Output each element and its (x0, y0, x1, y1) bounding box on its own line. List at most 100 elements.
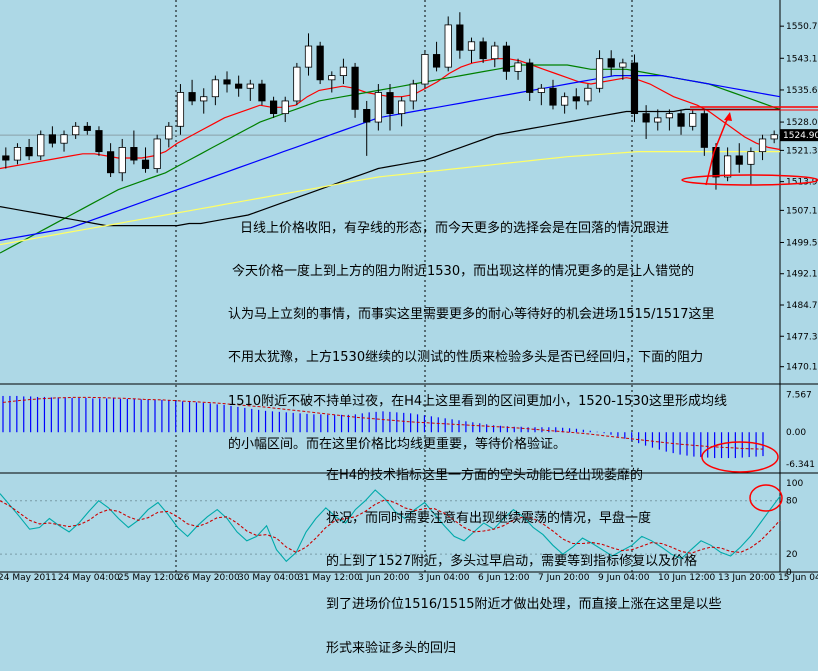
candle-body (467, 41, 476, 51)
price-panel (0, 0, 818, 573)
candle-body (398, 100, 406, 115)
candle-body (654, 117, 662, 123)
candle-body (258, 83, 266, 102)
candle-body (176, 92, 185, 127)
macd-signal-line (2, 396, 764, 450)
candle-body (456, 24, 464, 51)
candle-body (432, 54, 441, 68)
candle-body (630, 62, 639, 115)
x-tick-label: 10 Jun 12:00 (658, 573, 715, 582)
indicator-highlight-ellipse (701, 441, 779, 473)
candle-body (514, 62, 522, 72)
x-tick-label: 3 Jun 04:00 (418, 573, 470, 582)
candle-body (48, 134, 56, 144)
candle-body (316, 45, 324, 81)
y-tick-label: 1535.60 (786, 86, 818, 96)
oscillator-tick-label: 80 (786, 497, 798, 507)
candle-body (421, 54, 429, 85)
analysis-line: 认为马上立刻的事情，而事实这里需要更多的耐心等待好的机会进场1515/1517这… (228, 307, 715, 323)
x-tick-label: 13 Jun 20:00 (718, 573, 775, 582)
x-tick-label: 7 Jun 20:00 (538, 573, 590, 582)
y-tick-label: 1550.70 (786, 22, 818, 32)
candle-body (118, 147, 126, 174)
candle-body (293, 66, 301, 102)
candle-body (502, 45, 511, 72)
y-tick-label: 1521.30 (786, 146, 818, 156)
x-tick-label: 15 Jun 04:00 (778, 573, 818, 582)
oscillator-line (0, 489, 781, 563)
y-tick-label: 1528.00 (786, 118, 818, 128)
candle-body (328, 75, 336, 81)
candle-body (491, 45, 499, 60)
oscillator-line (0, 499, 781, 554)
indicator-line: 在H4的技术指标这里一方面的空头动能已经出现萎靡的 (326, 467, 644, 483)
candle-body (607, 58, 615, 68)
candle-body (479, 41, 487, 60)
x-tick-label: 30 May 04:00 (238, 573, 300, 582)
candle-body (374, 92, 382, 123)
x-tick-label: 24 May 2011 (0, 573, 57, 582)
x-tick-label: 6 Jun 12:00 (478, 573, 530, 582)
candle-body (2, 155, 10, 161)
candle-body (60, 134, 68, 144)
oscillator-tick-label: 100 (786, 479, 803, 489)
macd-tick-label: 7.567 (786, 391, 812, 401)
y-tick-label: 1543.10 (786, 54, 818, 64)
y-tick-label: 1484.70 (786, 301, 818, 311)
moving-average-line (0, 108, 780, 227)
candle-body (235, 83, 243, 89)
candle-body (549, 87, 557, 106)
candle-body (188, 92, 196, 102)
candle-body (689, 113, 697, 127)
candle-body (200, 96, 208, 102)
macd-tick-label: -6.341 (786, 460, 815, 470)
candle-body (165, 125, 173, 140)
candle-body (37, 134, 45, 157)
candle-body (153, 138, 161, 169)
analysis-line: 不用太犹豫，上方1530继续的以测试的性质来检验多头是否已经回归，下面的阻力 (228, 350, 704, 366)
macd-tick-label: 0.00 (786, 428, 806, 438)
x-tick-label: 25 May 12:00 (118, 573, 180, 582)
analysis-line: 日线上价格收阳，有孕线的形态，而今天更多的选择会是在回落的情况跟进 (240, 220, 670, 236)
x-tick-label: 24 May 04:00 (58, 573, 120, 582)
candle-body (25, 147, 33, 157)
indicator-line: 形式来验证多头的回归 (326, 640, 457, 656)
analysis-note: 日线上价格收阳，有孕线的形态，而今天更多的选择会是在回落的情况跟进 今天价格一度… (228, 193, 727, 467)
candle-body (584, 87, 592, 102)
candle-body (351, 66, 359, 110)
candle-body (526, 62, 534, 93)
candle-body (72, 125, 80, 136)
oscillator-panel (0, 489, 781, 563)
candle-body (747, 151, 755, 165)
candle-body (619, 62, 627, 68)
candle-body (13, 147, 22, 161)
analysis-line: 的小幅区间。而在这里价格比均线更重要，等待价格验证。 (228, 436, 567, 452)
candle-body (211, 79, 219, 98)
x-tick-label: 26 May 20:00 (178, 573, 240, 582)
analysis-line: 今天价格一度上到上方的阻力附近1530，而出现这样的情况更多的是让人错觉的 (232, 264, 695, 280)
candle-body (537, 87, 545, 93)
y-tick-label: 1507.10 (786, 206, 818, 216)
candle-body (724, 155, 732, 178)
current-price-label: 1524.90 (783, 131, 818, 141)
y-tick-label: 1499.50 (786, 238, 818, 248)
y-tick-label: 1492.10 (786, 270, 818, 280)
candle-body (304, 45, 313, 68)
candle-body (642, 113, 650, 123)
indicator-line: 状况，而同时需要注意有出现继续震荡的情况，早盘一度 (326, 511, 652, 527)
candle-body (130, 147, 138, 161)
candle-body (758, 138, 767, 153)
arrow-head-icon (724, 112, 732, 121)
indicator-line: 的上到了1527附近，多头过早启动，需要等到指标修复以及价格 (326, 554, 698, 570)
candle-body (700, 113, 708, 148)
y-tick-label: 1477.30 (786, 332, 818, 342)
candle-body (595, 58, 604, 89)
candle-body (106, 151, 115, 174)
x-tick-label: 1 Jun 20:00 (358, 573, 410, 582)
candle-body (141, 159, 150, 169)
chart-background (0, 0, 818, 582)
candle-body (339, 66, 348, 76)
candle-body (409, 83, 417, 102)
analysis-line: 1510附近不破不持单过夜，在H4上这里看到的区间更加小，1520-1530这里… (228, 393, 727, 409)
